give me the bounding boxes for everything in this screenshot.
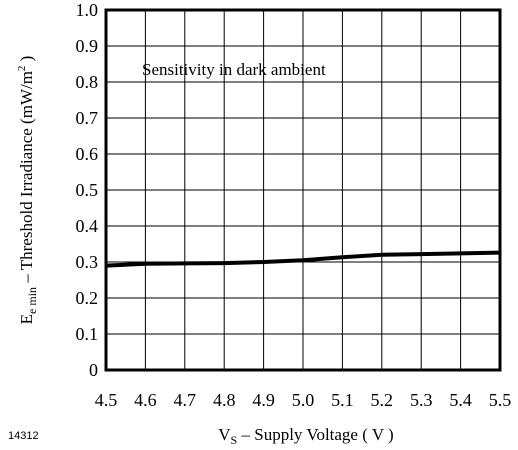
x-axis-subscript: S — [231, 433, 238, 447]
y-tick-label: 1.0 — [76, 0, 99, 20]
y-tick-label: 0.5 — [76, 180, 99, 200]
y-tick-label: 0.2 — [76, 288, 99, 308]
figure-id: 14312 — [8, 430, 39, 442]
x-tick-label: 5.0 — [292, 390, 315, 410]
chart-annotation: Sensitivity in dark ambient — [142, 60, 326, 79]
y-tick-label: 0.1 — [76, 324, 99, 344]
x-tick-label: 5.1 — [331, 390, 354, 410]
x-tick-label: 4.8 — [213, 390, 236, 410]
x-tick-label: 4.6 — [134, 390, 157, 410]
y-tick-label: 0.4 — [76, 216, 99, 236]
plot-frame — [104, 8, 502, 372]
y-tick-label: 0.9 — [76, 36, 99, 56]
x-tick-label: 5.5 — [489, 390, 512, 410]
series-line-0 — [105, 250, 501, 268]
x-axis-symbol: V — [218, 425, 231, 444]
series-layer — [105, 250, 501, 268]
y-tick-label: 0.3 — [76, 252, 99, 272]
x-axis-label-text: – Supply Voltage ( V ) — [237, 425, 393, 444]
x-tick-label: 5.2 — [371, 390, 394, 410]
x-axis-title: VS – Supply Voltage ( V ) — [218, 425, 393, 447]
y-tick-label: 0 — [89, 360, 98, 380]
y-axis-label-text: – Threshold Irradiance (mW/m — [17, 71, 36, 287]
x-tick-label: 4.7 — [174, 390, 197, 410]
y-axis-title: Ee min – Threshold Irradiance (mW/m2 ) — [16, 56, 39, 325]
y-tick-label: 0.7 — [76, 108, 99, 128]
x-tick-label: 4.9 — [252, 390, 275, 410]
y-tick-label: 0.6 — [76, 144, 99, 164]
x-tick-label: 5.4 — [449, 390, 472, 410]
x-tick-label: 5.3 — [410, 390, 433, 410]
x-tick-label: 4.5 — [95, 390, 118, 410]
y-axis-label-close: ) — [17, 56, 36, 66]
tick-labels: 4.5 4.6 4.7 4.8 4.9 5.0 5.1 5.2 5.3 5.4 5.5 0 0.1 0.2… — [76, 0, 512, 410]
y-axis-subscript: e min — [25, 287, 39, 314]
y-axis-superscript: 2 — [16, 66, 28, 72]
y-tick-label: 0.8 — [76, 72, 99, 92]
y-axis-symbol: E — [17, 314, 36, 324]
